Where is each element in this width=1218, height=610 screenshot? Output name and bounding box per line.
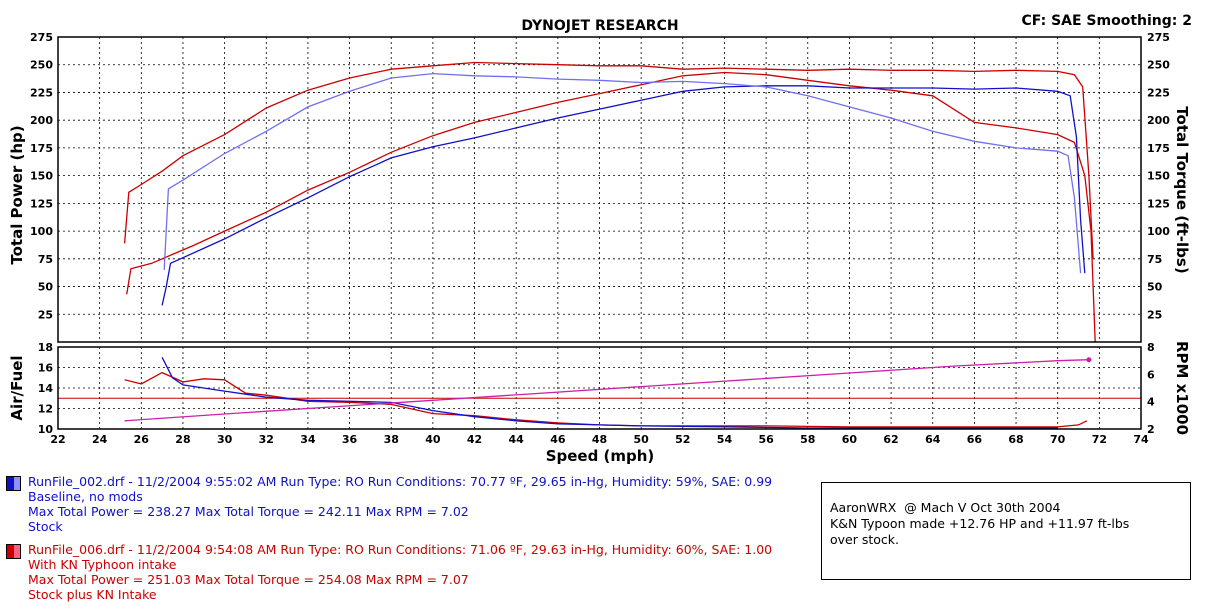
x-tick-52: 52	[675, 433, 690, 446]
lower-left-tick-14: 14	[38, 382, 54, 395]
lower-right-tick-6: 6	[1147, 368, 1155, 381]
lower-panel-grid	[58, 347, 1141, 429]
x-tick-46: 46	[550, 433, 566, 446]
lower-left-tick-18: 18	[38, 341, 53, 354]
tick-layer: 22 24 26 28 30 32 34 36 38 40 42 44 46 48 50 52 54 56 58 60…	[30, 31, 1170, 446]
upper-left-tick-275: 275	[30, 31, 53, 44]
x-tick-60: 60	[842, 433, 858, 446]
x-tick-22: 22	[50, 433, 65, 446]
x-tick-70: 70	[1050, 433, 1066, 446]
upper-left-tick-100: 100	[30, 225, 53, 238]
upper-power-series-2	[161, 85, 1086, 306]
x-tick-58: 58	[800, 433, 815, 446]
x-tick-36: 36	[342, 433, 358, 446]
upper-panel-grid	[58, 37, 1141, 342]
upper-left-tick-150: 150	[30, 170, 53, 183]
legend-swatch-run-006	[6, 544, 21, 559]
x-tick-34: 34	[300, 433, 316, 446]
lower-afr-series-1	[161, 357, 1058, 429]
legend-run-002-file: RunFile_002.drf - 11/2/2004 9:55:02 AM R…	[28, 474, 773, 489]
legend-run-006-stats: Max Total Power = 251.03 Max Total Torqu…	[28, 572, 469, 587]
legend-run-002-stats: Max Total Power = 238.27 Max Total Torqu…	[28, 504, 469, 519]
x-tick-64: 64	[925, 433, 941, 446]
note-line-2: K&N Typoon made +12.76 HP and +11.97 ft-…	[830, 516, 1130, 531]
legend-run-006: RunFile_006.drf - 11/2/2004 9:54:08 AM R…	[6, 542, 772, 602]
upper-left-tick-125: 125	[30, 197, 53, 210]
upper-right-tick-150: 150	[1147, 170, 1170, 183]
x-tick-32: 32	[259, 433, 274, 446]
y-axis-label-airfuel: Air/Fuel	[8, 355, 26, 420]
legend-run-006-file: RunFile_006.drf - 11/2/2004 9:54:08 AM R…	[28, 542, 773, 557]
note-line-3: over stock.	[830, 532, 899, 547]
legend-swatch-run-002	[6, 476, 21, 491]
x-tick-50: 50	[633, 433, 649, 446]
y-axis-label-torque: Total Torque (ft-lbs)	[1173, 106, 1191, 273]
lower-right-tick-4: 4	[1147, 396, 1155, 409]
x-tick-28: 28	[175, 433, 190, 446]
upper-left-tick-200: 200	[30, 114, 53, 127]
upper-right-tick-175: 175	[1147, 142, 1170, 155]
lower-afr-series-0	[124, 371, 1088, 428]
chart-title: DYNOJET RESEARCH	[521, 18, 678, 34]
lower-panel-frame	[57, 346, 1142, 430]
legend-run-002-desc: Baseline, no mods	[28, 489, 143, 504]
x-tick-56: 56	[758, 433, 774, 446]
legend-run-002-note: Stock	[28, 519, 63, 534]
x-tick-72: 72	[1092, 433, 1107, 446]
lower-left-tick-12: 12	[38, 403, 53, 416]
upper-right-tick-225: 225	[1147, 86, 1170, 99]
lower-left-tick-16: 16	[38, 362, 54, 375]
upper-right-tick-125: 125	[1147, 197, 1170, 210]
upper-right-tick-250: 250	[1147, 59, 1170, 72]
y-axis-label-rpm: RPM x1000	[1173, 341, 1191, 435]
upper-power-series-0	[126, 71, 1096, 343]
legend-run-002: RunFile_002.drf - 11/2/2004 9:55:02 AM R…	[6, 474, 772, 534]
x-tick-68: 68	[1008, 433, 1023, 446]
upper-left-tick-25: 25	[38, 308, 53, 321]
x-axis-label: Speed (mph)	[546, 447, 655, 465]
lower-left-tick-10: 10	[38, 423, 54, 436]
upper-right-tick-200: 200	[1147, 114, 1170, 127]
upper-torque-series-3	[163, 72, 1082, 274]
x-tick-62: 62	[883, 433, 898, 446]
x-tick-66: 66	[967, 433, 983, 446]
series-layer	[58, 61, 1141, 429]
upper-right-tick-50: 50	[1147, 281, 1163, 294]
x-tick-74: 74	[1133, 433, 1149, 446]
x-tick-48: 48	[592, 433, 607, 446]
upper-left-tick-75: 75	[38, 253, 53, 266]
x-tick-30: 30	[217, 433, 233, 446]
legend-run-006-note: Stock plus KN Intake	[28, 587, 157, 602]
upper-right-tick-275: 275	[1147, 31, 1170, 44]
upper-right-tick-75: 75	[1147, 253, 1162, 266]
lower-right-tick-8: 8	[1147, 341, 1155, 354]
x-tick-40: 40	[425, 433, 441, 446]
upper-panel-frame	[57, 36, 1142, 343]
lower-rpm-series-2	[124, 359, 1089, 422]
upper-right-tick-100: 100	[1147, 225, 1170, 238]
x-tick-44: 44	[509, 433, 525, 446]
note-line-1: AaronWRX @ Mach V Oct 30th 2004	[830, 500, 1061, 515]
x-tick-38: 38	[384, 433, 399, 446]
rpm-end-marker-0	[1086, 357, 1092, 363]
lower-right-tick-2: 2	[1147, 423, 1155, 436]
x-tick-24: 24	[92, 433, 108, 446]
upper-left-tick-175: 175	[30, 142, 53, 155]
upper-left-tick-50: 50	[38, 281, 54, 294]
dyno-chart: 22 24 26 28 30 32 34 36 38 40 42 44 46 48 50 52 54 56 58 60…	[8, 13, 1192, 465]
legend-run-006-desc: With KN Typhoon intake	[28, 557, 177, 572]
cf-smoothing-label: CF: SAE Smoothing: 2	[1022, 13, 1192, 29]
upper-left-tick-250: 250	[30, 59, 53, 72]
x-tick-26: 26	[134, 433, 150, 446]
y-axis-label-power: Total Power (hp)	[8, 125, 26, 264]
upper-left-tick-225: 225	[30, 86, 53, 99]
upper-right-tick-25: 25	[1147, 308, 1162, 321]
x-tick-42: 42	[467, 433, 482, 446]
upper-torque-series-1	[123, 61, 1094, 259]
note-box: AaronWRX @ Mach V Oct 30th 2004 K&N Typo…	[821, 482, 1191, 580]
x-tick-54: 54	[717, 433, 733, 446]
